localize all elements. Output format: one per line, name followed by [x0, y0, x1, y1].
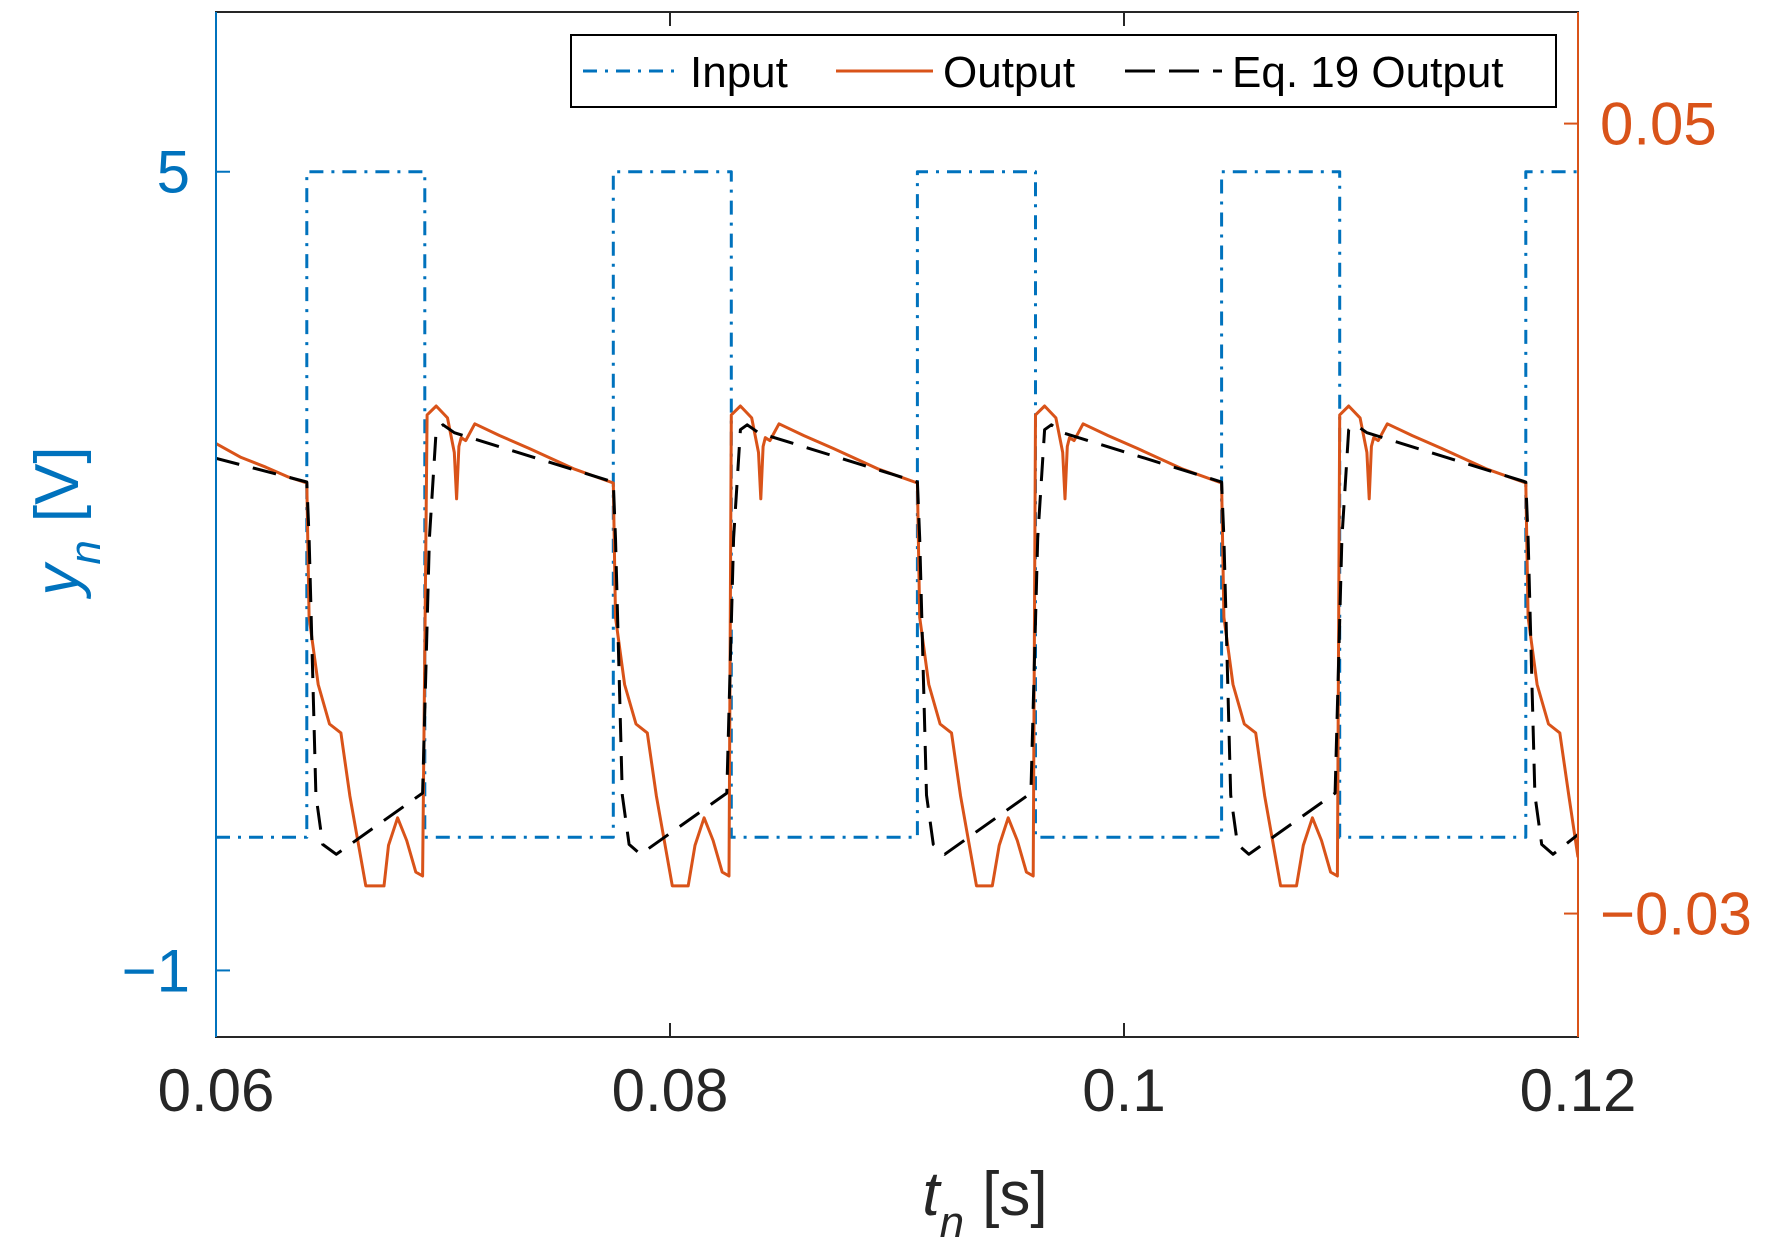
legend: Input Output Eq. 19 Output [570, 34, 1557, 108]
x-tick-label: 0.12 [1520, 1057, 1637, 1124]
y-axis-left-label: yn [V] [23, 446, 110, 599]
x-tick-label: 0.1 [1082, 1057, 1165, 1124]
series-line-output [216, 404, 1578, 888]
series-layer [216, 170, 1578, 888]
legend-label-input: Input [690, 48, 788, 97]
x-axis-label: tn [s] [922, 1160, 1047, 1247]
x-axis-label-sub: n [940, 1198, 964, 1247]
y-right-tick-label: 0.05 [1600, 91, 1717, 158]
x-axis-label-unit: [s] [982, 1160, 1047, 1229]
legend-box [570, 34, 1557, 108]
y-axis-left-label-unit: [V] [23, 446, 92, 522]
legend-label-eq19: Eq. 19 Output [1232, 48, 1504, 97]
x-tick-label: 0.08 [612, 1057, 729, 1124]
y-axis-left-label-sub: n [61, 540, 110, 564]
y-right-tick-label: −0.03 [1600, 881, 1752, 948]
tick-layer: 0.06 0.08 0.1 0.12 5 −1 0.05 −0.03 [122, 12, 1752, 1124]
legend-label-output: Output [943, 48, 1075, 97]
x-axis-label-main: t [922, 1160, 942, 1229]
x-tick-label: 0.06 [158, 1057, 275, 1124]
y-axis-left-label-main: y [23, 561, 92, 600]
y-left-tick-label: 5 [157, 139, 190, 206]
series-line-eq19 [216, 423, 1578, 856]
y-left-tick-label: −1 [122, 937, 190, 1004]
